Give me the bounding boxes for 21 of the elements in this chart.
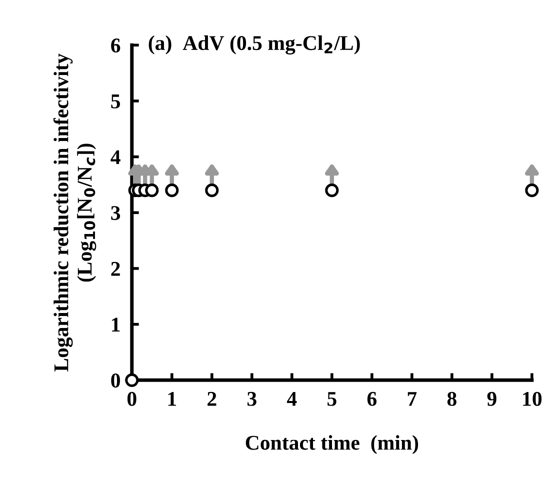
chart-title: (a) AdV (0.5 mg-Cl$_{2}$/L) [148,35,360,54]
x-tick-label: 9 [487,392,496,406]
y-tick-label: 6 [111,38,120,53]
x-tick-label: 8 [447,392,456,406]
x-axis-title: Contact time (min) [246,435,418,454]
y-tick-label: 2 [111,262,120,276]
y-tick-label: 0 [111,374,120,388]
y-tick-label: 3 [111,206,120,220]
x-tick-label: 3 [247,392,256,406]
x-tick-label: 5 [328,392,336,406]
x-tick-label: 2 [208,392,216,406]
x-tick-label: 4 [286,392,297,406]
y-tick-label: 4 [110,150,120,164]
x-tick-label: 0 [127,392,136,406]
y-tick-label: 5 [111,94,120,108]
x-tick-label: 7 [408,392,417,406]
x-tick-label: 10 [523,392,542,406]
x-tick-label: 1 [168,392,176,406]
y-axis-title: Logarithmic reduction in infectivity (Log$_{10}$[N$_{0}$/N$_{c}$]) [53,54,96,372]
x-tick-label: 6 [367,392,377,406]
y-tick-label: 1 [112,318,120,332]
